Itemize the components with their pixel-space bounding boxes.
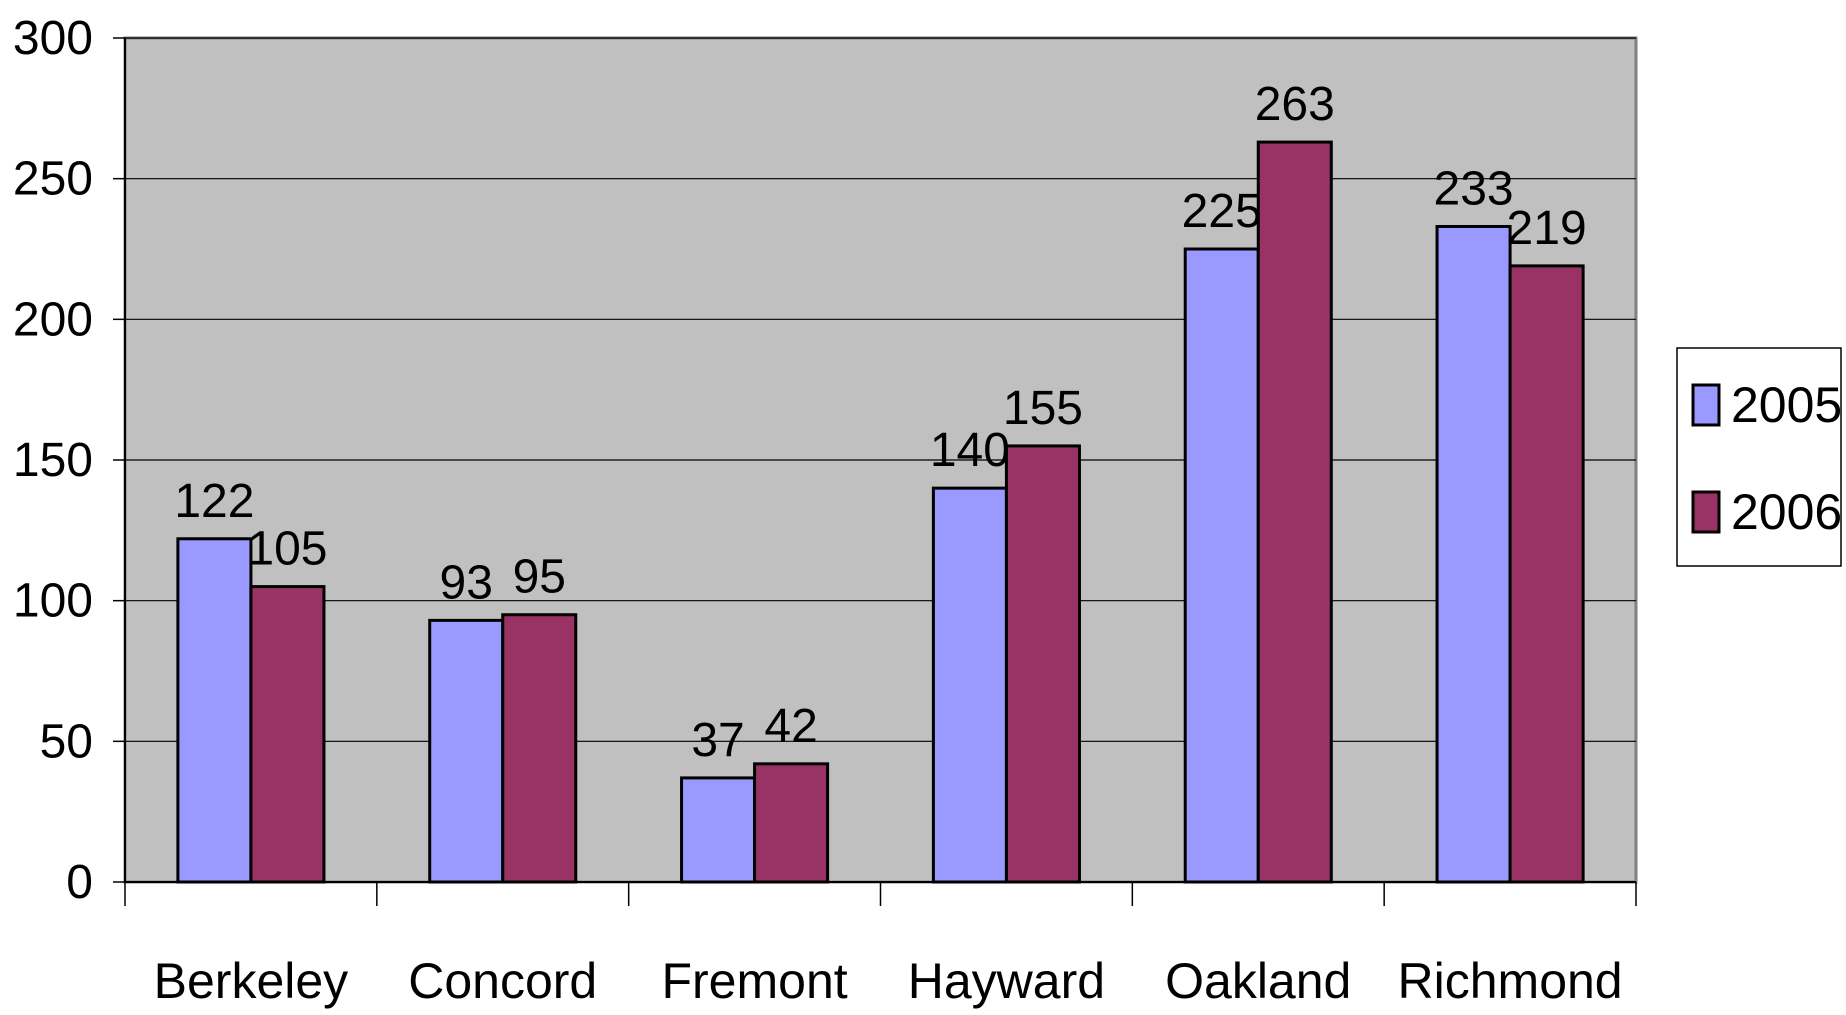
data-label: 219 bbox=[1507, 202, 1587, 255]
data-label: 155 bbox=[1003, 382, 1083, 435]
bar-2005-hayward bbox=[931, 486, 1008, 884]
data-label: 42 bbox=[764, 700, 817, 753]
bar-2005-berkeley bbox=[176, 537, 253, 884]
bar-2006-concord bbox=[501, 613, 578, 884]
bar-2006-fremont bbox=[753, 762, 830, 884]
data-label: 225 bbox=[1182, 185, 1262, 238]
y-tick-label: 200 bbox=[13, 293, 93, 346]
data-label: 105 bbox=[247, 523, 327, 576]
bar-2005-richmond bbox=[1435, 224, 1512, 884]
x-category-label: Berkeley bbox=[154, 953, 349, 1009]
y-tick-label: 300 bbox=[13, 12, 93, 65]
x-axis-categories: Berkeley Concord Fremont Hayward Oakland Rich… bbox=[154, 953, 1623, 1009]
axes bbox=[124, 38, 1637, 906]
data-label: 37 bbox=[691, 714, 744, 767]
bar-2006-berkeley bbox=[249, 585, 326, 884]
legend-swatch-2006 bbox=[1691, 490, 1721, 534]
data-label: 140 bbox=[930, 424, 1010, 477]
y-tick-label: 50 bbox=[40, 715, 93, 768]
x-category-label: Oakland bbox=[1165, 953, 1351, 1009]
x-category-label: Hayward bbox=[908, 953, 1105, 1009]
x-category-label: Richmond bbox=[1398, 953, 1623, 1009]
gridlines bbox=[125, 37, 1636, 742]
data-label: 93 bbox=[440, 556, 493, 609]
y-tick-label: 150 bbox=[13, 434, 93, 487]
y-tick-label: 0 bbox=[66, 856, 93, 909]
y-axis-ticks: 0 50 100 150 200 250 300 bbox=[13, 12, 125, 909]
data-label: 95 bbox=[513, 551, 566, 604]
x-category-label: Concord bbox=[408, 953, 597, 1009]
bar-2006-oakland bbox=[1256, 140, 1333, 884]
y-tick-label: 250 bbox=[13, 153, 93, 206]
legend-label: 2005 bbox=[1731, 377, 1842, 433]
legend: 2005 2006 bbox=[1676, 347, 1842, 567]
data-label: 122 bbox=[174, 475, 254, 528]
bar-2005-concord bbox=[428, 618, 505, 884]
data-label: 263 bbox=[1255, 78, 1335, 131]
bar-2005-fremont bbox=[680, 776, 757, 884]
bar-2006-hayward bbox=[1004, 444, 1081, 884]
bars bbox=[176, 140, 1585, 884]
legend-swatch-2005 bbox=[1691, 383, 1721, 427]
bar-2005-oakland bbox=[1183, 247, 1260, 884]
legend-label: 2006 bbox=[1731, 484, 1842, 540]
y-tick-label: 100 bbox=[13, 575, 93, 628]
x-category-label: Fremont bbox=[661, 953, 847, 1009]
bar-2006-richmond bbox=[1508, 264, 1585, 884]
data-label: 233 bbox=[1434, 162, 1514, 215]
